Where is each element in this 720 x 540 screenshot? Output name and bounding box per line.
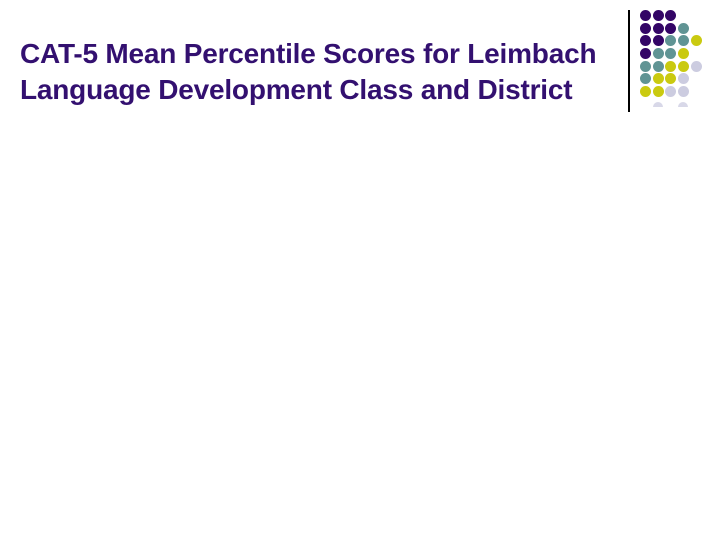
decoration-dot [652, 60, 664, 72]
decoration-dot [639, 9, 651, 21]
decoration-dot [665, 22, 677, 34]
decoration-dot [652, 47, 664, 59]
decoration-dot [677, 86, 689, 97]
decoration-dot [677, 47, 689, 59]
decoration-dot [652, 86, 664, 97]
decoration-dot [690, 60, 702, 72]
separator-line [628, 10, 630, 112]
decoration-dot [677, 22, 689, 34]
decoration-half-dot [678, 101, 689, 108]
decoration-dot [639, 73, 651, 85]
decoration-dot [677, 73, 689, 85]
slide-title: CAT-5 Mean Percentile Scores for Leimbac… [20, 36, 640, 108]
decoration-half-dot [653, 101, 663, 108]
title-line-1: CAT-5 Mean Percentile Scores for Leimbac… [20, 38, 597, 69]
decoration-dot [639, 35, 651, 47]
decoration-dot [639, 86, 651, 97]
title-line-2: Language Development Class and District [20, 74, 573, 105]
decoration-dot [677, 60, 689, 72]
decoration-dot [639, 22, 651, 34]
decoration-dot [652, 22, 664, 34]
decoration-dot [665, 47, 677, 59]
decoration-dot [665, 60, 677, 72]
decoration-dot [652, 9, 664, 21]
decoration-dot [677, 35, 689, 47]
decoration-dot [665, 9, 677, 21]
decoration-dot [665, 73, 677, 85]
decoration-dot [639, 47, 651, 59]
decoration-dot [652, 35, 664, 47]
decoration-dot [690, 35, 702, 47]
decoration-dot [639, 60, 651, 72]
decoration-dot [652, 73, 664, 85]
decoration-dot [665, 35, 677, 47]
decoration-dot [665, 86, 677, 97]
